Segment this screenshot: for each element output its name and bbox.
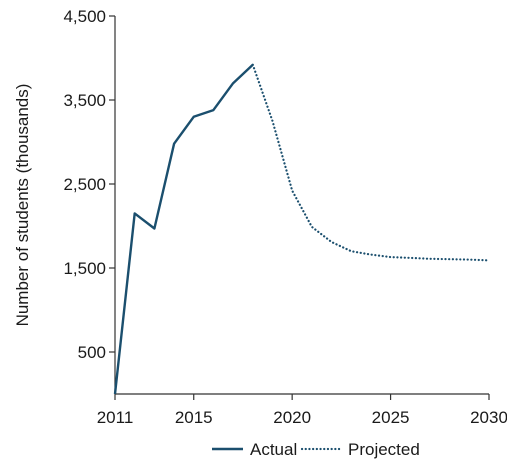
x-tick-label: 2015 bbox=[175, 408, 213, 427]
legend-label-projected: Projected bbox=[348, 440, 420, 459]
y-tick-label: 4,500 bbox=[63, 7, 106, 26]
y-ticks: 500 1,500 2,500 3,500 4,500 bbox=[63, 7, 115, 362]
y-axis: 500 1,500 2,500 3,500 4,500 bbox=[63, 7, 116, 394]
x-axis: 2011 2015 2020 2025 2030 bbox=[97, 393, 507, 427]
x-ticks: 2011 2015 2020 2025 2030 bbox=[97, 394, 507, 427]
y-tick-label: 3,500 bbox=[63, 91, 106, 110]
y-tick-label: 1,500 bbox=[63, 259, 106, 278]
x-tick-label: 2025 bbox=[372, 408, 410, 427]
legend-label-actual: Actual bbox=[250, 440, 297, 459]
y-tick-label: 2,500 bbox=[63, 175, 106, 194]
legend: Actual Projected bbox=[212, 440, 420, 459]
series-line-projected bbox=[251, 63, 491, 262]
x-tick-label: 2011 bbox=[97, 408, 134, 427]
x-tick-label: 2030 bbox=[470, 408, 507, 427]
y-tick-label: 500 bbox=[78, 343, 106, 362]
y-axis-title: Number of students (thousands) bbox=[13, 84, 32, 327]
x-tick-label: 2020 bbox=[273, 408, 311, 427]
series-layer bbox=[113, 63, 491, 395]
series-line-actual bbox=[113, 63, 254, 395]
